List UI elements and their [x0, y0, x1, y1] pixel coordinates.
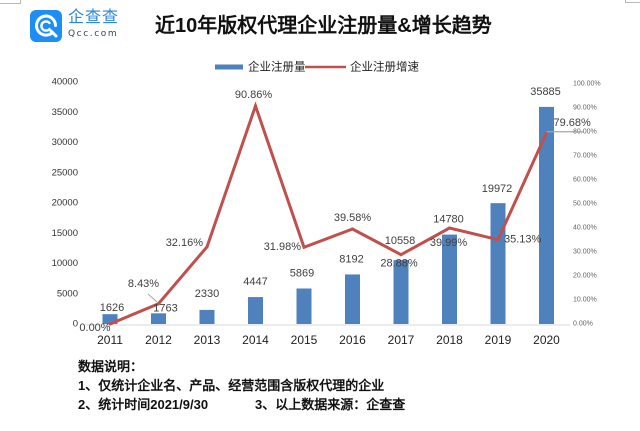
- qcc-logo-icon: [30, 10, 62, 42]
- bar-2015: [296, 288, 312, 324]
- x-tick-label-2011: 2011: [97, 333, 123, 347]
- line-point-2014: [254, 104, 257, 108]
- y-left-tick-label: 30000: [52, 137, 78, 148]
- notes-line-1: 1、仅统计企业名、产品、经营范围含版权代理的企业: [78, 378, 385, 393]
- axes: 0 5000 10000 15000 20000 25000 30000 35000 40000…: [52, 77, 601, 348]
- chart-title: 近10年版权代理企业注册量&增长趋势: [155, 15, 492, 37]
- bar-value-label-2019: 19972: [482, 183, 513, 195]
- line-point-2011: [108, 322, 112, 326]
- x-tick-label-2016: 2016: [339, 333, 366, 347]
- x-tick-label-2014: 2014: [242, 333, 269, 347]
- bar-value-label-2014: 4447: [243, 276, 267, 288]
- y-right-tick-label: 30.00%: [573, 249, 597, 256]
- growth-label-2017: 28.88%: [380, 258, 418, 270]
- leader-line-2012: [147, 293, 158, 303]
- y-left-tick-label: 0: [73, 319, 78, 330]
- growth-label-2020: 79.68%: [554, 117, 592, 129]
- y-left-tick-label: 15000: [52, 228, 78, 239]
- bar-2013: [199, 309, 215, 324]
- growth-label-2011: 0.00%: [79, 322, 110, 334]
- bar-2011: [102, 314, 118, 324]
- legend-swatch-bar: [215, 64, 243, 70]
- crop-mark-top-right-v: [625, 0, 626, 3]
- bar-value-label-2016: 8192: [339, 253, 363, 265]
- crop-mark-top-left-v: [20, 0, 21, 4]
- bar-2019: [490, 203, 506, 324]
- notes-heading: 数据说明：: [78, 359, 144, 374]
- y-right-tick-label: 20.00%: [573, 273, 597, 280]
- growth-label-2014: 90.86%: [235, 89, 273, 101]
- line-point-2018: [448, 226, 451, 230]
- crop-mark-top-left-h: [0, 3, 21, 4]
- data-labels: 1626 1763 2330 4447 5869 8192 10558 14780 19972 3…: [79, 86, 591, 334]
- logo-domain: Qcc.com: [68, 29, 119, 39]
- y-left-tick-label: 5000: [57, 288, 78, 299]
- growth-label-2019: 35.13%: [504, 234, 542, 246]
- growth-label-2015: 31.98%: [264, 241, 302, 253]
- y-right-tick-label: 90.00%: [573, 105, 597, 112]
- legend-label-bar: 企业注册量: [248, 60, 306, 74]
- line-point-2017: [399, 253, 403, 257]
- bar-2018: [442, 234, 457, 324]
- bar-value-label-2011: 1626: [100, 302, 124, 314]
- bar-value-label-2012: 1763: [153, 302, 177, 314]
- bar-2014: [248, 297, 263, 324]
- y-right-tick-label: 40.00%: [573, 225, 597, 232]
- line-point-2019: [496, 238, 500, 242]
- bar-2016: [345, 274, 360, 324]
- y-left-tick-label: 25000: [52, 167, 78, 178]
- growth-label-2018: 39.99%: [430, 237, 468, 249]
- line-point-2013: [205, 245, 209, 249]
- x-tick-label-2017: 2017: [388, 333, 415, 347]
- line-point-2016: [351, 227, 354, 231]
- crop-mark-top-right-h: [625, 2, 640, 3]
- y-right-tick-label: 70.00%: [573, 153, 597, 160]
- notes-data-source: 3、以上数据来源：企查查: [255, 397, 406, 412]
- legend-label-line: 企业注册增速: [350, 60, 419, 74]
- y-right-tick-label: 100.00%: [573, 81, 601, 88]
- bar-value-label-2015: 5869: [290, 267, 314, 279]
- bar-2017: [393, 260, 409, 324]
- y-left-tick-label: 35000: [52, 107, 78, 118]
- logo-ring: [35, 14, 57, 37]
- notes-line-2: 2、统计时间2021/9/30 3、以上数据来源：企查查: [78, 395, 405, 414]
- y-right-tick-label: 50.00%: [573, 201, 597, 208]
- y-right-tick-label: 60.00%: [573, 177, 597, 184]
- bar-value-label-2013: 2330: [195, 288, 219, 300]
- y-left-tick-label: 20000: [52, 198, 78, 209]
- growth-rate-line: [109, 101, 548, 326]
- x-tick-label-2018: 2018: [436, 333, 463, 347]
- x-tick-label-2015: 2015: [291, 333, 318, 347]
- growth-label-2016: 39.58%: [334, 212, 372, 224]
- logo-name: 企查查: [68, 9, 120, 26]
- y-right-tick-label: 80.00%: [573, 129, 597, 136]
- logo-tail: [49, 29, 58, 38]
- x-tick-label-2013: 2013: [194, 333, 221, 347]
- bar-value-label-2017: 10558: [385, 235, 416, 247]
- line-point-2015: [302, 245, 306, 249]
- growth-label-2013: 32.16%: [166, 237, 204, 249]
- y-right-tick-label: 10.00%: [573, 297, 597, 304]
- bar-2020: [539, 106, 554, 324]
- bar-value-label-2018: 14780: [433, 214, 464, 226]
- bar-2012: [151, 313, 166, 324]
- line-point-2012: [157, 302, 160, 306]
- y-left-tick-label: 10000: [52, 258, 78, 269]
- growth-label-2012: 8.43%: [128, 278, 159, 290]
- bar-series: [102, 106, 554, 324]
- bar-value-label-2020: 35885: [530, 86, 561, 98]
- x-tick-label-2020: 2020: [533, 333, 560, 347]
- y-right-tick-label: 0.00%: [573, 321, 593, 328]
- legend: 企业注册量 企业注册增速: [215, 60, 419, 74]
- x-tick-label-2019: 2019: [485, 333, 512, 347]
- notes-stat-time: 2、统计时间2021/9/30: [78, 397, 209, 412]
- x-tick-label-2012: 2012: [145, 333, 172, 347]
- data-notes: 数据说明： 1、仅统计企业名、产品、经营范围含版权代理的企业 2、统计时间202…: [78, 357, 405, 414]
- logo-inner-c: [40, 20, 51, 32]
- y-left-tick-label: 40000: [52, 77, 78, 88]
- line-series: [108, 101, 548, 326]
